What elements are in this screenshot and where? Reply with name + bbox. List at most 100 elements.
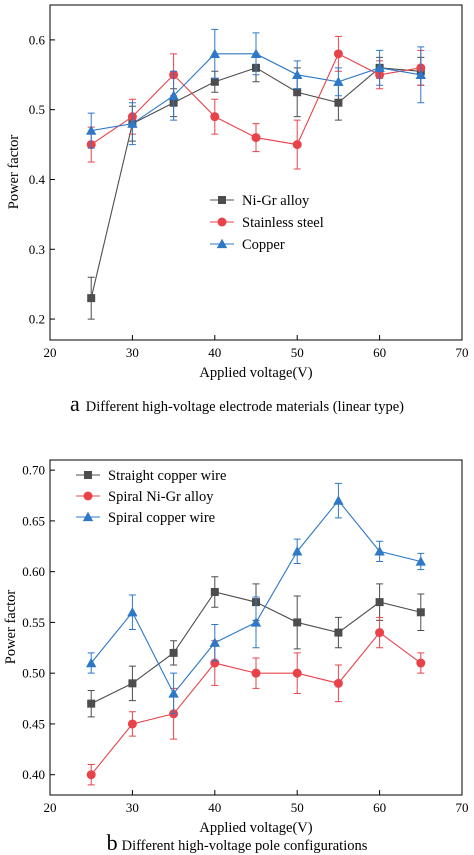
data-point: [210, 112, 220, 122]
data-point: [250, 48, 262, 59]
y-tick-label: 0.4: [29, 172, 46, 187]
panel-b: 20 30 40 50 60 70 0.40 0.45 0.50 0.55 0.60 0.65 0.70…: [3, 459, 469, 855]
data-point: [127, 607, 138, 617]
legend-label: Stainless steel: [242, 215, 324, 231]
data-point: [168, 688, 179, 698]
y-tick-label: 0.50: [22, 666, 45, 681]
y-tick-label: 0.65: [22, 513, 45, 528]
data-point: [334, 98, 343, 107]
y-tick-label: 0.3: [29, 242, 45, 257]
y-tick-label: 0.60: [22, 564, 45, 579]
data-point: [292, 546, 303, 556]
data-point: [86, 657, 97, 668]
data-point: [415, 69, 426, 79]
caption-b: b Different high-voltage pole configurati…: [107, 830, 368, 855]
x-tick-label: 20: [44, 800, 57, 815]
data-point: [210, 77, 219, 86]
data-point: [251, 668, 261, 678]
data-point: [168, 90, 179, 100]
legend-b: Straight copper wire Spiral Ni-Gr alloy Sp…: [76, 468, 226, 526]
data-point: [209, 48, 220, 59]
caption-text-b: Different high-voltage pole configuratio…: [122, 838, 368, 854]
y-tick-label: 0.45: [22, 716, 45, 731]
legend-marker: [218, 196, 226, 204]
y-axis-title-b: Power factor: [3, 590, 19, 665]
legend-marker: [216, 238, 228, 249]
plot-frame-a: [49, 4, 463, 341]
data-point: [334, 628, 343, 637]
y-tick-label: 0.6: [29, 32, 46, 47]
x-tick-label: 70: [456, 345, 469, 360]
series-spiral-copper-wire: [86, 482, 426, 715]
x-tick-label: 60: [373, 345, 386, 360]
x-tick-label: 50: [291, 800, 304, 815]
x-tick-label: 40: [208, 345, 221, 360]
axes-a: 20 30 40 50 60 70 0.2 0.3 0.4 0.5 0.6: [29, 32, 469, 360]
data-point: [333, 495, 344, 505]
y-tick-label: 0.40: [22, 767, 45, 782]
legend-label: Straight copper wire: [108, 468, 226, 484]
legend-a: Ni-Gr alloy Stainless steel Copper: [210, 193, 324, 253]
data-point: [375, 598, 384, 607]
x-tick-label: 40: [208, 800, 221, 815]
legend-marker: [84, 471, 92, 479]
y-tick-label: 0.70: [22, 463, 45, 478]
data-point: [374, 546, 385, 556]
data-point: [333, 49, 343, 59]
series-ni-gr-alloy: [87, 53, 425, 320]
series-line: [90, 67, 421, 299]
y-tick-label: 0.55: [22, 615, 45, 630]
data-point: [292, 140, 302, 150]
legend-label: Ni-Gr alloy: [242, 193, 310, 209]
panel-letter-a: a: [70, 391, 80, 416]
data-point: [293, 618, 302, 627]
legend-label: Spiral copper wire: [108, 510, 215, 526]
data-point: [127, 719, 137, 729]
data-point: [415, 556, 426, 566]
legend-marker: [217, 217, 227, 227]
panel-a: 20 30 40 50 60 70 0.2 0.3 0.4 0.5 0.6 Ni-Gr alloy S…: [6, 4, 469, 416]
data-point: [86, 125, 97, 135]
legend-label: Spiral Ni-Gr alloy: [108, 489, 214, 505]
data-point: [375, 628, 385, 638]
data-point: [292, 69, 303, 79]
data-point: [333, 678, 343, 688]
data-point: [87, 699, 96, 708]
data-point: [250, 617, 262, 627]
data-point: [416, 658, 426, 668]
data-point: [128, 679, 137, 688]
data-point: [87, 294, 96, 303]
legend-marker: [83, 491, 93, 501]
legend-label: Copper: [242, 237, 285, 253]
data-point: [169, 648, 178, 657]
caption-a: a Different high-voltage electrode materi…: [70, 391, 404, 416]
x-tick-label: 20: [44, 345, 57, 360]
series-spiral-ni-gr-alloy: [86, 616, 426, 786]
caption-text-a: Different high-voltage electrode materia…: [86, 399, 404, 415]
x-tick-label: 30: [126, 345, 139, 360]
axes-b: 20 30 40 50 60 70 0.40 0.45 0.50 0.55 0.60 0.65 0.70: [22, 463, 468, 815]
data-point: [374, 62, 385, 72]
data-point: [292, 668, 302, 678]
x-tick-label: 30: [126, 800, 139, 815]
chart-marks-b: [86, 482, 426, 786]
x-axis-title-b: Applied voltage(V): [199, 820, 312, 836]
plot-frame-b: [49, 459, 463, 796]
data-point: [251, 133, 261, 143]
data-point: [127, 118, 138, 128]
x-axis-title-a: Applied voltage(V): [199, 365, 312, 381]
data-point: [209, 637, 220, 647]
data-point: [333, 76, 344, 86]
y-tick-label: 0.5: [29, 102, 45, 117]
x-tick-label: 70: [456, 800, 469, 815]
panel-letter-b: b: [107, 830, 118, 855]
series-copper: [86, 28, 426, 149]
y-axis-title-a: Power factor: [6, 135, 22, 210]
chart-marks-a: [86, 28, 426, 320]
legend-marker: [82, 511, 94, 522]
x-tick-label: 50: [291, 345, 304, 360]
series-line: [90, 631, 422, 776]
data-point: [86, 770, 96, 780]
data-point: [293, 88, 302, 97]
